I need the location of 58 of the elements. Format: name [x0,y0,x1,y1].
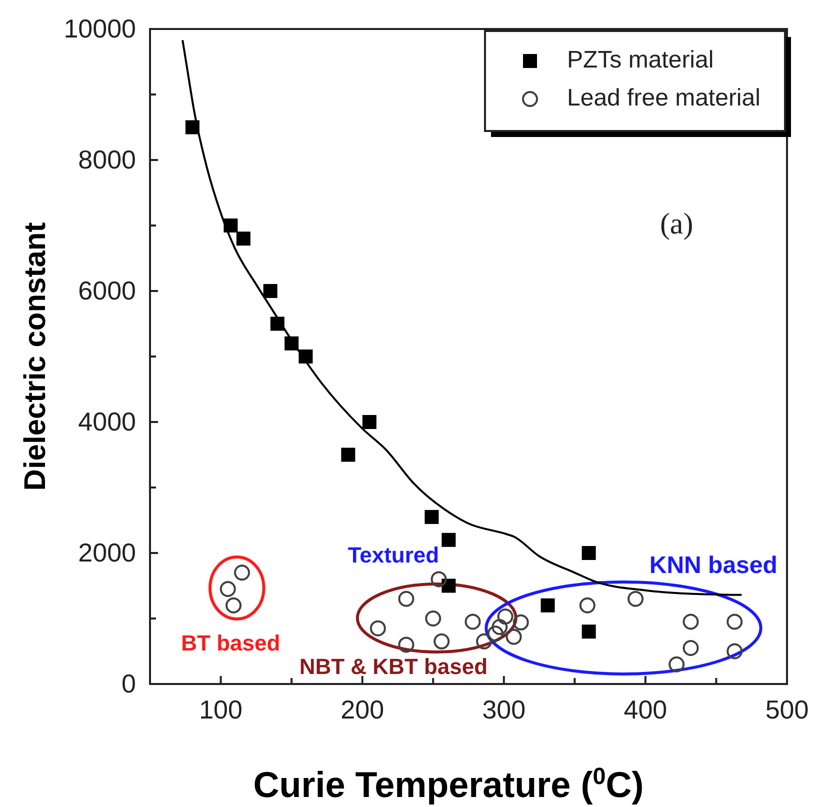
point [236,232,250,246]
point [398,590,414,607]
point [434,633,450,650]
point [341,448,356,462]
point [476,633,492,650]
legend-label: PZTs material [567,46,714,74]
point [582,546,596,560]
annotation: KNN based [649,552,778,580]
point [430,571,447,588]
y-tick-label: 4000 [78,406,136,436]
point [284,336,299,350]
y-tick-label: 0 [122,668,136,698]
legend-label: Lead free material [567,84,760,112]
point [424,510,439,524]
point [370,620,386,636]
point [579,597,596,614]
point [487,626,504,642]
point [234,564,250,581]
point [270,316,284,331]
point [668,656,685,672]
y-tick-label: 8000 [78,144,136,174]
y-tick-label: 10000 [64,13,136,44]
point [362,415,376,429]
point [425,610,442,626]
y-axis-title: Dielectric constant [19,222,52,491]
point [464,614,481,630]
x-tick-label: 400 [624,694,668,724]
point [582,624,596,639]
annotation: Textured [348,542,440,568]
point [492,619,508,636]
point [726,614,743,630]
point [497,608,514,625]
x-axis-title: Curie Temperature ($^{0}$C) [253,763,644,805]
point [540,598,555,612]
annotation: (a) [660,208,694,241]
point [682,614,699,630]
point [226,597,242,614]
point [506,628,522,645]
annotation: BT based [181,630,280,656]
x-tick-label: 100 [199,694,242,724]
point [298,350,313,364]
point [220,581,236,598]
annotation: NBT & KBT based [299,654,488,680]
point [682,640,699,656]
y-tick-label: 6000 [78,275,136,306]
point [185,120,200,134]
x-tick-label: 300 [482,694,526,724]
y-tick-label: 2000 [78,537,136,568]
point [512,614,529,630]
x-tick-label: 200 [340,694,384,724]
point [224,218,238,232]
point [263,284,278,298]
point [442,578,456,593]
point [628,590,644,607]
point [398,636,414,653]
point [442,532,456,547]
point [726,643,743,660]
x-tick-label: 500 [765,694,809,724]
